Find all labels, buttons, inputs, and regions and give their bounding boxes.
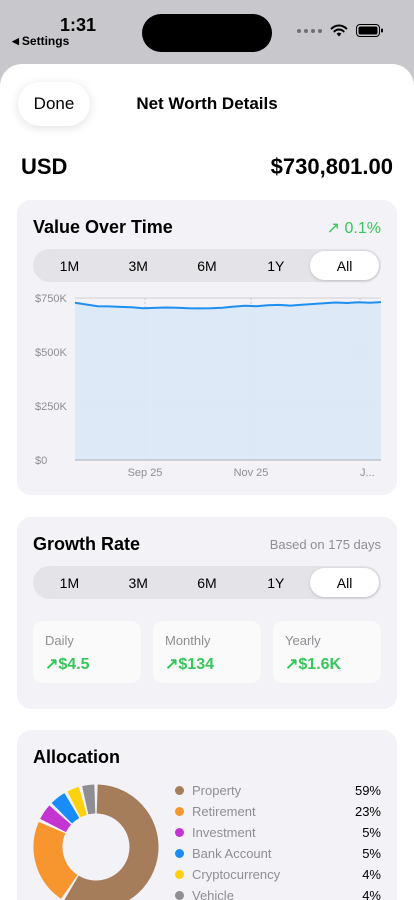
legend-row-investment[interactable]: Investment 5% [175,822,381,843]
growth-range-1y[interactable]: 1Y [267,574,285,591]
donut-slice-retirement[interactable] [33,822,78,899]
legend-dot [175,849,184,858]
stat-label: Daily [45,633,74,648]
back-app-label: Settings [21,34,70,48]
legend-percent: 23% [354,804,381,819]
stat-value: ↗$134 [165,656,214,673]
growth-rate-card: Growth Rate Based on 175 days 1M 3M 6M 1… [17,517,397,709]
legend-percent: 5% [362,846,381,861]
legend-label: Vehicle [192,888,234,900]
legend-row-property[interactable]: Property 59% [175,780,381,801]
legend-dot [175,828,184,837]
donut-slice-vehicle[interactable] [82,784,96,815]
y-tick-label: $250K [35,401,67,413]
legend-row-cryptocurrency[interactable]: Cryptocurrency 4% [175,864,381,885]
growth-range-6m[interactable]: 6M [197,574,217,591]
stat-value: ↗$1.6K [285,656,342,673]
legend-row-retirement[interactable]: Retirement 23% [175,801,381,822]
value-range-all[interactable]: All [310,251,379,280]
value-over-time-chart: $750K $500K $250K $0 Sep 25 Nov 25 J... [35,293,382,479]
donut-slice-cryptocurrency[interactable] [67,787,87,818]
legend-percent: 59% [354,783,381,798]
legend-label: Property [192,783,242,798]
legend-dot [175,807,184,816]
growth-based-on: Based on 175 days [269,537,381,552]
growth-range-picker: 1M 3M 6M 1Y All [33,566,381,599]
value-over-time-title: Value Over Time [33,217,173,237]
x-tick-label: Nov 25 [234,467,269,479]
growth-stat-yearly: Yearly ↗$1.6K [273,621,381,683]
status-time: 1:31 [60,15,97,35]
y-tick-label: $750K [35,293,67,305]
value-range-6m[interactable]: 6M [197,257,217,274]
donut-slice-investment[interactable] [40,805,71,832]
value-range-picker: 1M 3M 6M 1Y All [33,249,381,282]
donut-slice-property[interactable] [64,784,159,900]
legend-row-bank-account[interactable]: Bank Account 5% [175,843,381,864]
signal-dots-icon [297,28,322,33]
status-icons [297,24,384,37]
back-to-settings-link[interactable]: ◀ Settings [12,34,69,48]
x-tick-label: Sep 25 [128,467,163,479]
currency-label: USD [21,154,68,179]
allocation-title: Allocation [33,747,121,767]
value-change: ↗ 0.1% [327,218,381,238]
legend-label: Bank Account [192,846,272,861]
value-area [75,302,381,460]
stat-label: Yearly [285,633,321,648]
growth-stat-monthly: Monthly ↗$134 [153,621,261,683]
y-tick-label: $500K [35,347,67,359]
value-over-time-card: Value Over Time ↗ 0.1% 1M 3M 6M 1Y All $… [17,200,397,495]
growth-range-3m[interactable]: 3M [128,574,148,591]
status-bar: 1:31 ◀ Settings [0,0,414,60]
legend-row-vehicle[interactable]: Vehicle 4% [175,885,381,900]
growth-range-all[interactable]: All [310,568,379,597]
value-line [74,301,382,310]
legend-label: Cryptocurrency [192,867,281,882]
legend-percent: 5% [362,825,381,840]
donut-slice-bank-account[interactable] [51,793,80,824]
allocation-legend: Property 59% Retirement 23% Investment 5… [175,780,381,900]
dynamic-island [142,14,272,52]
net-worth-sheet: Done Net Worth Details USD $730,801.00 V… [0,64,414,900]
legend-label: Retirement [192,804,256,819]
arrow-up-right-icon: ↗ [326,220,341,237]
allocation-card: Allocation Property 59% Retirement 23% I… [17,730,397,900]
stat-value: ↗$4.5 [45,656,90,673]
done-button[interactable]: Done [18,82,90,126]
x-tick-label: J... [360,467,375,479]
legend-dot [175,891,184,900]
y-tick-label: $0 [35,455,47,467]
total-net-worth: $730,801.00 [270,154,393,179]
growth-rate-title: Growth Rate [33,534,141,554]
growth-range-1m[interactable]: 1M [59,574,80,591]
legend-dot [175,870,184,879]
value-range-1m[interactable]: 1M [59,257,80,274]
legend-label: Investment [192,825,256,840]
stat-label: Monthly [165,633,211,648]
allocation-donut-chart [33,784,159,900]
value-change-text: 0.1% [344,220,381,237]
legend-dot [175,786,184,795]
back-triangle-icon: ◀ [12,35,19,46]
page-title: Net Worth Details [136,94,278,113]
wifi-icon [330,24,348,37]
battery-icon [356,24,383,37]
value-range-1y[interactable]: 1Y [267,257,285,274]
legend-percent: 4% [362,888,381,900]
legend-percent: 4% [362,867,381,882]
growth-stat-daily: Daily ↗$4.5 [33,621,141,683]
value-range-3m[interactable]: 3M [128,257,148,274]
